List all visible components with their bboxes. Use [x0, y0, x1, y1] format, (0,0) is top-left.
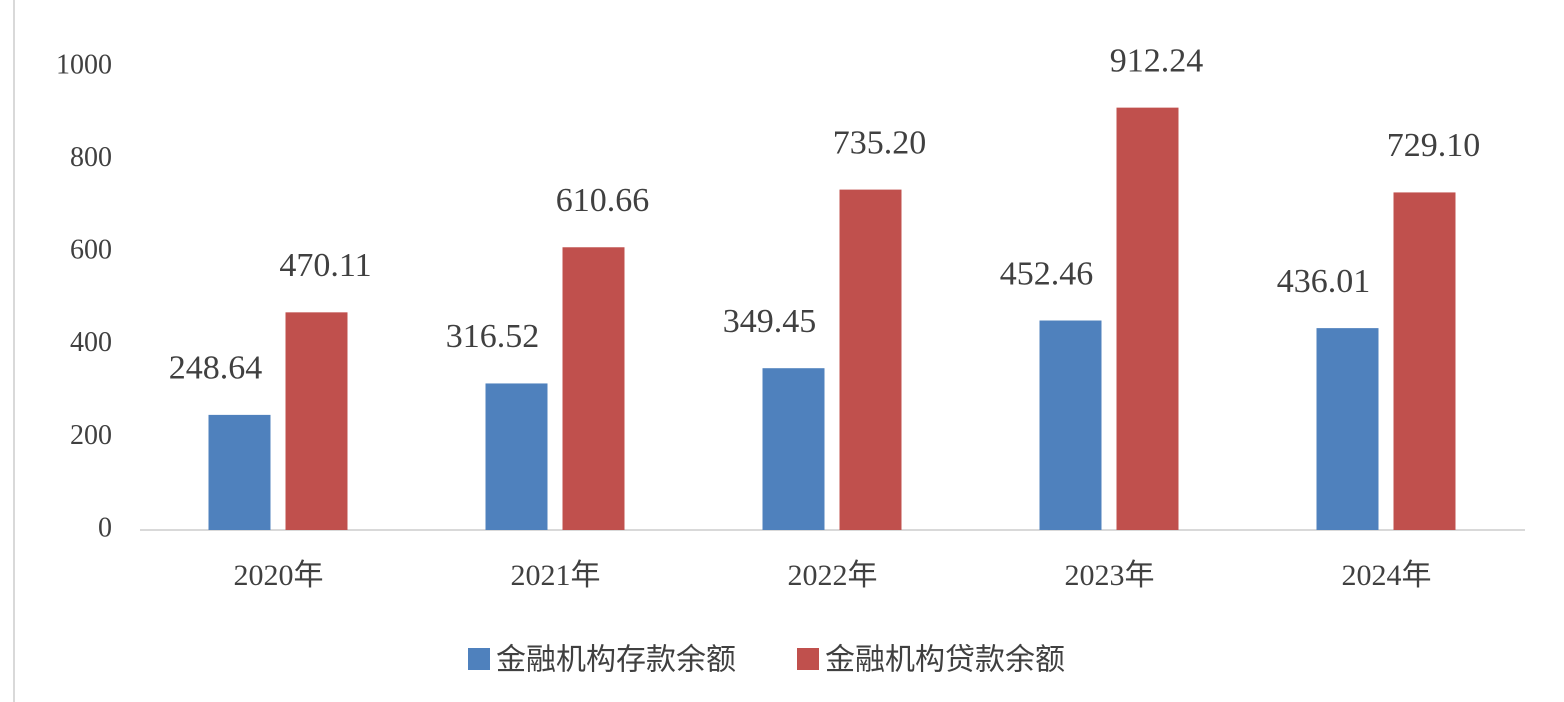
y-tick-label: 0 — [98, 512, 112, 543]
bar — [1039, 320, 1102, 530]
legend-label: 金融机构存款余额 — [496, 643, 736, 678]
bar — [562, 247, 625, 531]
x-tick-label: 2022年 — [788, 559, 878, 592]
x-tick-label: 2020年 — [234, 559, 324, 592]
data-label: 436.01 — [1277, 263, 1371, 300]
x-tick-label: 2021年 — [511, 559, 601, 592]
legend-swatch — [797, 648, 819, 670]
bar — [285, 312, 348, 530]
y-tick-label: 1000 — [56, 49, 112, 80]
bar — [208, 414, 271, 530]
data-label: 316.52 — [446, 318, 540, 355]
y-tick-label: 600 — [70, 235, 112, 266]
legend-label: 金融机构贷款余额 — [825, 643, 1065, 678]
x-tick-label: 2024年 — [1342, 559, 1432, 592]
data-label: 610.66 — [556, 182, 650, 219]
bar — [1316, 328, 1379, 530]
y-tick-label: 200 — [70, 420, 112, 451]
bar — [839, 189, 902, 530]
y-tick-label: 400 — [70, 327, 112, 358]
data-label: 470.11 — [279, 247, 371, 284]
data-label: 912.24 — [1110, 42, 1204, 79]
bar — [1116, 107, 1179, 531]
data-label: 248.64 — [169, 350, 263, 387]
y-tick-label: 800 — [70, 142, 112, 173]
data-label: 729.10 — [1387, 127, 1481, 164]
bar — [485, 383, 548, 530]
data-label: 349.45 — [723, 303, 817, 340]
x-tick-label: 2023年 — [1065, 559, 1155, 592]
bar — [762, 368, 825, 530]
data-label: 452.46 — [1000, 255, 1094, 292]
legend-swatch — [468, 648, 490, 670]
bar — [1393, 192, 1456, 530]
data-label: 735.20 — [833, 124, 927, 161]
